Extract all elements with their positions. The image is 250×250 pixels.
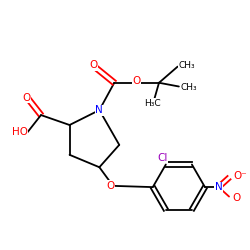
Text: O: O — [22, 93, 30, 103]
Text: O⁻: O⁻ — [234, 172, 247, 181]
Text: CH₃: CH₃ — [180, 83, 197, 92]
Text: CH₃: CH₃ — [179, 61, 196, 70]
Text: O: O — [106, 181, 114, 191]
Text: O: O — [233, 193, 241, 203]
Text: O: O — [89, 60, 97, 70]
Text: N: N — [215, 182, 222, 192]
Text: O: O — [132, 76, 141, 86]
Text: Cl: Cl — [157, 152, 167, 162]
Text: N: N — [96, 105, 103, 115]
Text: HO: HO — [12, 128, 28, 138]
Text: H₃C: H₃C — [144, 99, 161, 108]
